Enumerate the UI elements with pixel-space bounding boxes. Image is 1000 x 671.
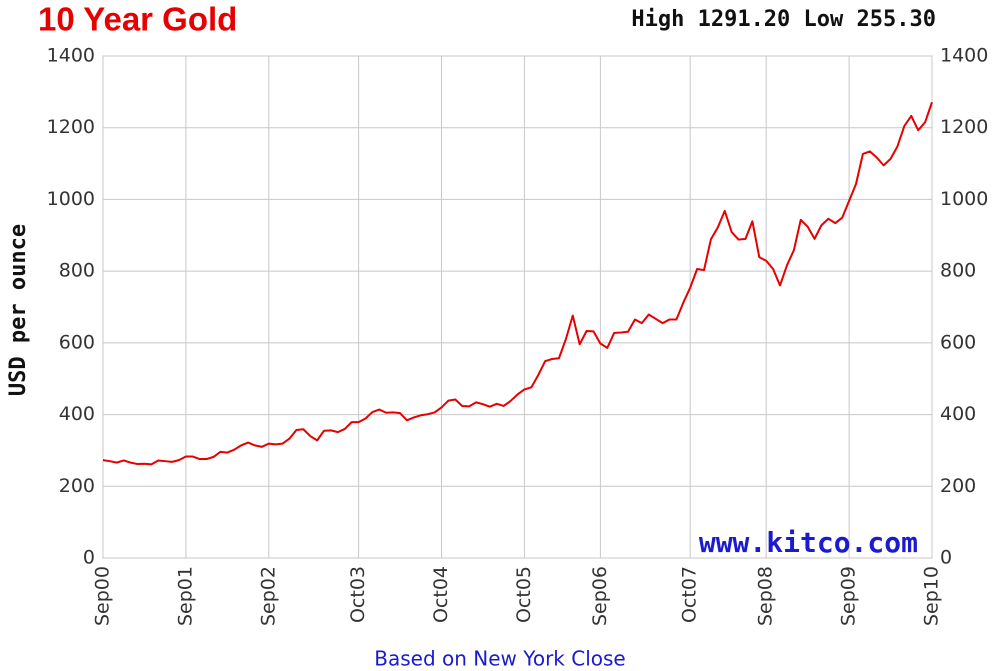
- plot-area: [102, 55, 933, 559]
- y-tick-label-right: 0: [940, 547, 952, 569]
- y-axis-label: USD per ounce: [6, 224, 31, 396]
- high-low: High 1291.20 Low 255.30: [631, 7, 936, 32]
- x-tick-label: Sep01: [174, 566, 196, 626]
- x-tick-label: Oct04: [430, 566, 452, 623]
- y-tick-label-right: 1000: [940, 188, 988, 210]
- y-tick-label: 0: [83, 547, 95, 569]
- y-tick-label-right: 800: [940, 260, 976, 282]
- x-tick-label: Sep10: [921, 566, 943, 626]
- y-tick-label: 1400: [47, 45, 95, 67]
- y-tick-label: 600: [59, 331, 95, 353]
- price-line: [102, 101, 933, 466]
- x-tick-label: Oct07: [679, 566, 701, 623]
- y-tick-label-right: 1400: [940, 45, 988, 67]
- x-tick-label: Sep06: [589, 566, 611, 626]
- y-tick-label: 400: [59, 403, 95, 425]
- y-tick-label-right: 600: [940, 331, 976, 353]
- y-tick-label: 1000: [47, 188, 95, 210]
- y-tick-label: 1200: [47, 116, 95, 138]
- y-tick-label: 800: [59, 260, 95, 282]
- x-tick-label: Sep00: [92, 566, 114, 626]
- y-tick-label-right: 1200: [940, 116, 988, 138]
- y-tick-label-right: 400: [940, 403, 976, 425]
- x-tick-label: Oct03: [347, 566, 369, 623]
- x-tick-label: Sep09: [838, 566, 860, 626]
- chart-title: 10 Year Gold: [38, 1, 237, 38]
- x-tick-label: Sep08: [755, 566, 777, 626]
- x-tick-label: Sep02: [257, 566, 279, 626]
- watermark: www.kitco.com: [699, 526, 918, 559]
- x-tick-label: Oct05: [513, 566, 535, 623]
- y-tick-label: 200: [59, 475, 95, 497]
- footer: Based on New York Close: [374, 647, 625, 671]
- y-tick-label-right: 200: [940, 475, 976, 497]
